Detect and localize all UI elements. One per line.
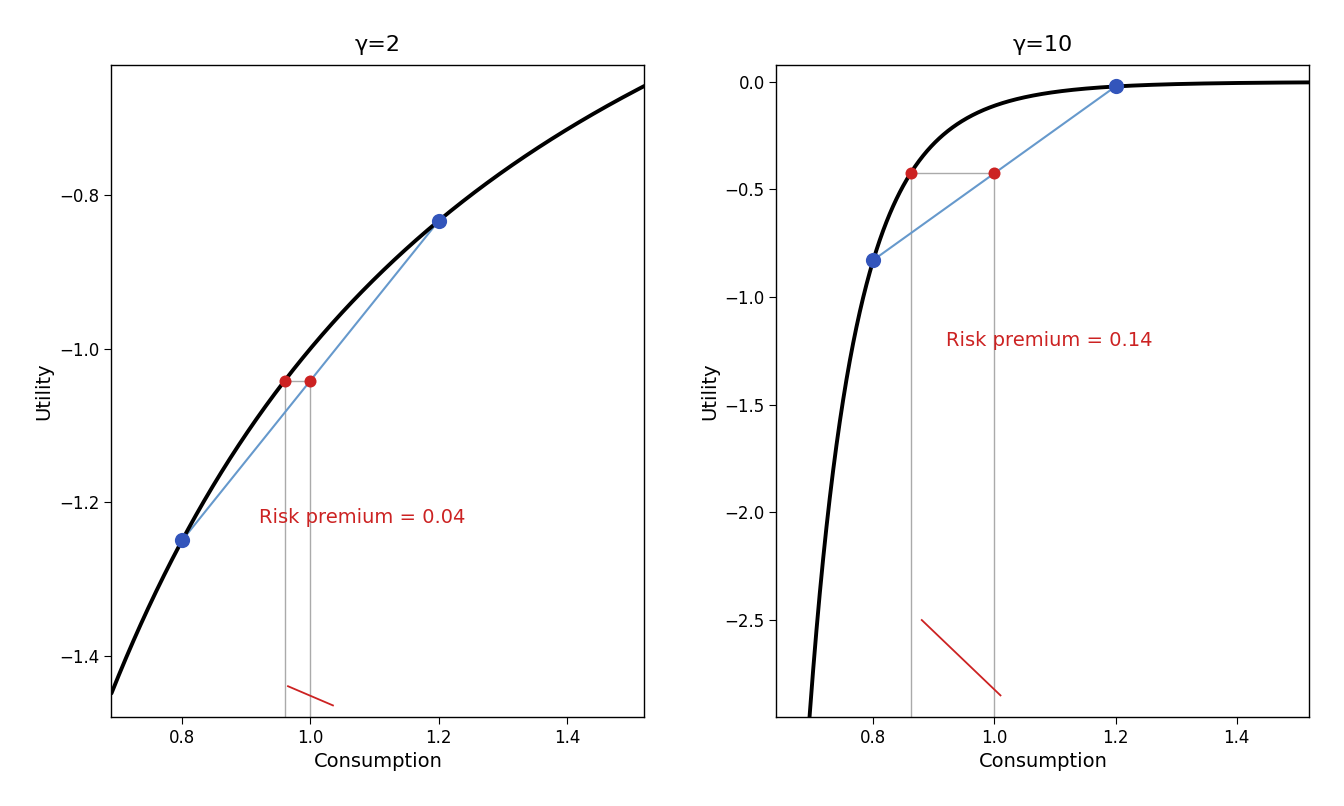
Point (1105, 80, 1126, 93)
Text: Risk premium = 0.04: Risk premium = 0.04 (259, 508, 465, 527)
Point (300, 374, 321, 387)
X-axis label: Consumption: Consumption (313, 752, 442, 771)
Y-axis label: Utility: Utility (700, 362, 719, 420)
Point (900, 167, 922, 180)
Point (984, 167, 1005, 180)
Text: Risk premium = 0.14: Risk premium = 0.14 (946, 330, 1153, 350)
Point (274, 374, 296, 387)
Title: γ=2: γ=2 (355, 35, 401, 55)
Title: γ=10: γ=10 (1013, 35, 1073, 55)
Point (171, 534, 192, 546)
Point (863, 254, 884, 267)
Point (429, 214, 450, 227)
X-axis label: Consumption: Consumption (978, 752, 1107, 771)
Y-axis label: Utility: Utility (35, 362, 54, 420)
